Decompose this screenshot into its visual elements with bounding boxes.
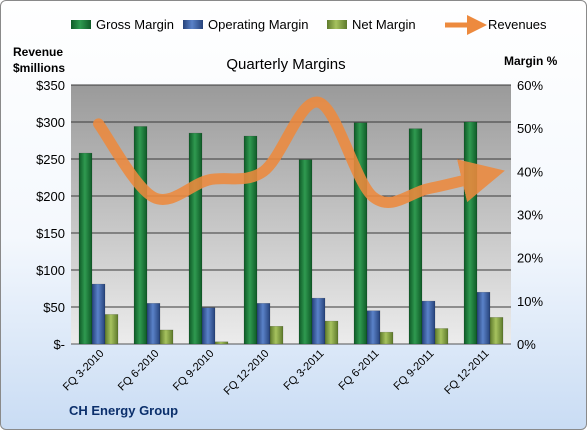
right-tick-label: 50% [517,121,543,136]
right-tick-label: 0% [517,337,536,352]
revenues-line-path [93,96,505,208]
left-tick-label: $300 [36,115,65,130]
left-axis-title-line1: Revenue [13,45,63,59]
chart-title: Quarterly Margins [226,56,345,73]
category-label: FQ 12-2011 [442,348,491,397]
left-tick-label: $150 [36,226,65,241]
right-axis-ticks: 0% 10% 20% 30% 40% 50% 60% [517,78,543,352]
right-tick-label: 10% [517,294,543,309]
operating-margin-bar [146,303,161,345]
gross-margin-bar [188,132,203,345]
left-axis-title-line2: $millions [13,61,65,75]
left-tick-label: $50 [43,300,65,315]
net-margin-bar [159,329,174,345]
category-label: FQ 3-2010 [61,348,107,394]
legend-label-gross-margin: Gross Margin [96,17,174,32]
legend-label-net-margin: Net Margin [352,17,416,32]
legend-swatch-net-margin [327,20,347,29]
right-tick-label: 30% [517,208,543,223]
category-label: FQ 6-2010 [116,348,162,394]
gross-margin-bar [298,159,313,345]
operating-margin-bar [421,300,436,345]
net-margin-bar [434,328,449,345]
operating-margin-bar [476,291,491,345]
category-label: FQ 6-2011 [337,348,382,393]
net-margin-bar [269,325,284,345]
right-tick-label: 60% [517,78,543,93]
category-label: FQ 3-2011 [282,348,327,393]
left-tick-label: $- [53,337,65,352]
operating-margin-bar [311,297,326,345]
legend-label-operating-margin: Operating Margin [208,17,308,32]
legend: Gross Margin Operating Margin Net Margin… [71,15,547,35]
legend-swatch-operating-margin [183,20,203,29]
net-margin-bar [214,341,229,345]
gross-margin-bar [463,121,478,345]
company-name: CH Energy Group [69,403,178,418]
category-label: FQ 9-2011 [392,348,437,393]
category-labels: FQ 3-2010 FQ 6-2010 FQ 9-2010 FQ 12-2010 FQ … [61,348,492,398]
operating-margin-bar [256,303,271,345]
left-tick-label: $200 [36,189,65,204]
left-tick-label: $250 [36,152,65,167]
gross-margin-bar [243,135,258,345]
revenues-line [93,96,505,208]
net-margin-bar [379,331,394,345]
left-axis-ticks: $- $50 $100 $150 $200 $250 $300 $350 [36,78,65,352]
net-margin-bar [489,317,504,345]
right-tick-label: 40% [517,164,543,179]
legend-swatch-gross-margin [71,20,91,29]
category-label: FQ 12-2010 [222,348,272,398]
left-tick-label: $350 [36,78,65,93]
right-axis-title: Margin % [504,54,558,68]
net-margin-bar [104,314,119,345]
legend-label-revenues: Revenues [488,17,547,32]
net-margin-bar [324,320,339,345]
operating-margin-bar [366,310,381,345]
gross-margin-bar [78,152,93,345]
operating-margin-bar [201,307,216,345]
right-tick-label: 20% [517,251,543,266]
left-tick-label: $100 [36,263,65,278]
operating-margin-bar [91,283,106,345]
gross-margin-bar [133,126,148,345]
category-label: FQ 9-2010 [171,348,217,394]
gross-margin-bar [408,128,423,345]
